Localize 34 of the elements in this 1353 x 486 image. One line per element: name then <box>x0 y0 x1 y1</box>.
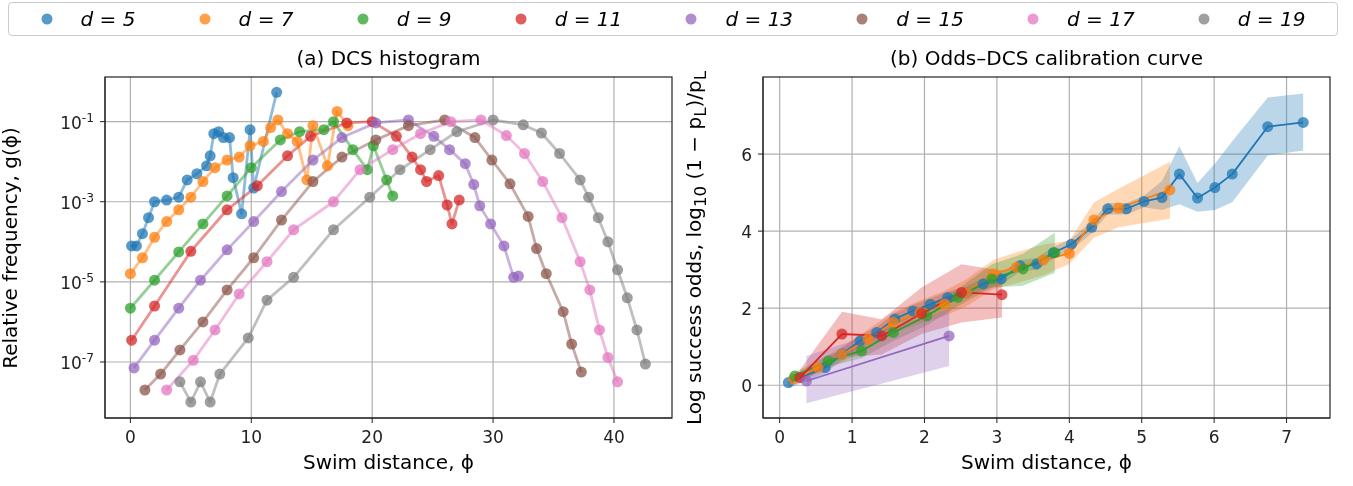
x-tick-label: 7 <box>1281 427 1292 447</box>
chart-title: (b) Odds–DCS calibration curve <box>889 46 1204 70</box>
x-axis-title: Swim distance, ϕ <box>301 450 476 474</box>
x-tick-label: 20 <box>361 427 383 447</box>
y-tick-label: 10$^{-5}$ <box>60 270 94 293</box>
legend-label: d = 19 <box>1237 7 1306 31</box>
x-tick-label: 6 <box>1208 427 1220 447</box>
legend-label: d = 9 <box>396 7 452 31</box>
y-tick-label: 0 <box>741 376 752 397</box>
legend-label: d = 7 <box>238 7 294 31</box>
legend-label: d = 11 <box>554 7 623 31</box>
x-tick-label: 40 <box>603 427 625 447</box>
x-tick-label: 10 <box>240 427 263 447</box>
x-tick-label: 4 <box>1063 427 1075 447</box>
y-tick-label: 2 <box>741 299 752 320</box>
x-tick-label: 0 <box>124 427 136 447</box>
y-tick-label: 4 <box>741 222 752 243</box>
x-tick-label: 5 <box>1136 427 1148 447</box>
y-tick-label: 6 <box>741 145 752 166</box>
legend-label: d = 5 <box>80 7 136 31</box>
y-tick-label: 10$^{-7}$ <box>60 351 94 373</box>
legend-label: d = 17 <box>1067 7 1135 31</box>
chart-title: (a) DCS histogram <box>295 46 482 70</box>
x-tick-label: 1 <box>846 427 858 447</box>
y-tick-label: 10$^{-3}$ <box>60 190 94 213</box>
y-tick-label: 10$^{-1}$ <box>60 110 94 133</box>
x-axis-title: Swim distance, ϕ <box>959 450 1134 474</box>
legend-label: d = 15 <box>896 7 964 31</box>
x-tick-label: 3 <box>991 427 1003 447</box>
x-tick-label: 30 <box>482 427 504 447</box>
legend-label: d = 13 <box>725 7 794 31</box>
x-tick-label: 0 <box>774 427 786 447</box>
y-axis-title: Relative frequency, g(ϕ) <box>0 126 22 369</box>
x-tick-label: 2 <box>919 427 930 447</box>
